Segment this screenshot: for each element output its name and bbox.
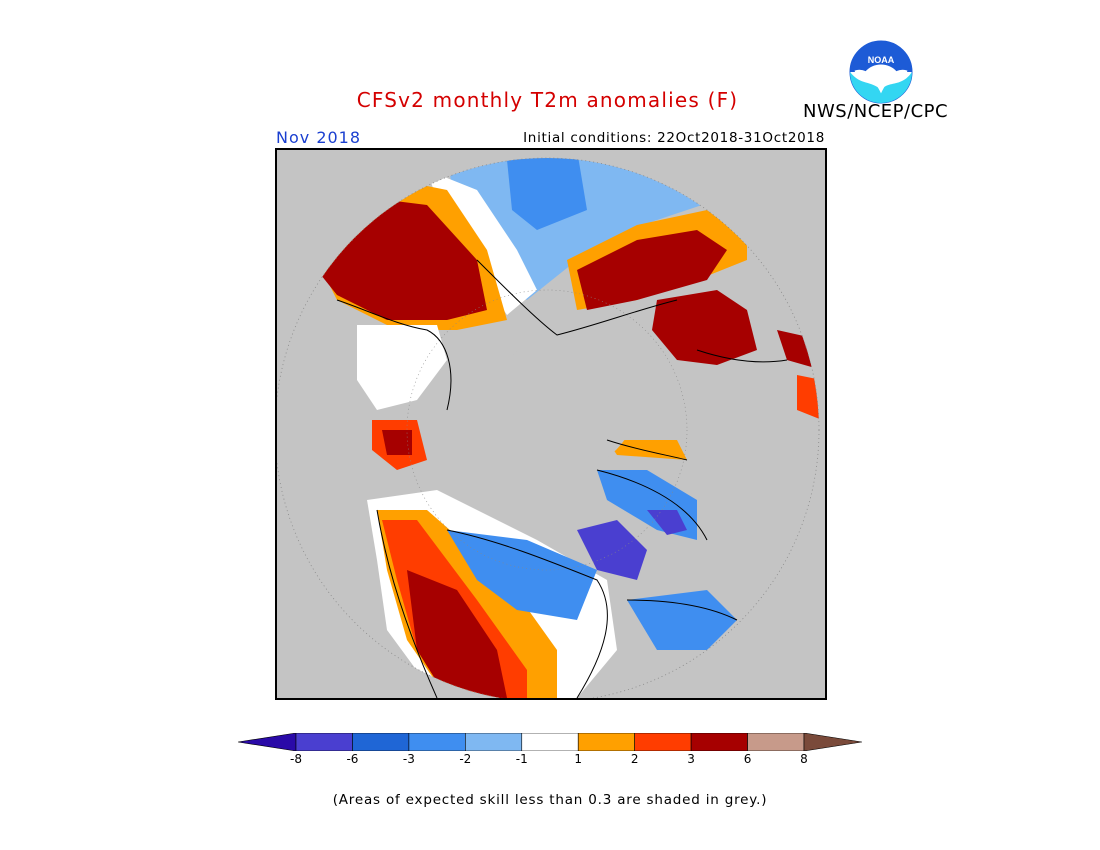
legend-bin-low-cap (238, 733, 297, 751)
legend-tick-label: 1 (574, 752, 583, 766)
legend-tick-label: -6 (346, 752, 359, 766)
legend-bin (577, 733, 635, 751)
agency-label: NWS/NCEP/CPC (803, 101, 949, 122)
arctic-ocean (497, 330, 637, 470)
anomaly-region (507, 158, 587, 230)
legend-bin (465, 733, 523, 751)
coastlines (336, 259, 788, 698)
anomaly-region (382, 430, 412, 455)
polar-map (277, 157, 820, 698)
anomaly-region (577, 230, 727, 310)
forecast-month: Nov 2018 (276, 128, 362, 147)
anomaly-region (652, 290, 757, 365)
anomaly-region (357, 325, 447, 410)
legend-bin (408, 733, 466, 751)
noaa-logo-text: NOAA (868, 55, 895, 65)
initial-conditions: Initial conditions: 22Oct2018-31Oct2018 (523, 130, 825, 146)
anomaly-region (577, 520, 647, 580)
anomaly-region (797, 375, 819, 420)
skill-note: (Areas of expected skill less than 0.3 a… (332, 792, 768, 808)
anomaly-region (407, 570, 507, 698)
legend-tick-label: 8 (800, 752, 808, 766)
legend-bin (352, 733, 410, 751)
noaa-logo-icon: NOAA (849, 40, 913, 104)
legend-tick-label: 2 (630, 752, 639, 766)
map-panel (275, 148, 827, 700)
legend-tick-label: 3 (687, 752, 695, 766)
legend-tick-label: -1 (515, 752, 528, 766)
anomaly-region (627, 590, 737, 650)
legend-colorbar (238, 733, 862, 751)
anomaly-region (647, 510, 687, 535)
legend-bin (634, 733, 692, 751)
legend-tick-label: 6 (743, 752, 752, 766)
legend-bin (690, 733, 748, 751)
latitude-circle (406, 289, 688, 571)
anomaly-region (777, 330, 819, 370)
legend-bin (521, 733, 579, 751)
legend-bin-high-cap (803, 733, 862, 751)
legend-tick-label: -8 (290, 752, 302, 766)
hemisphere-boundary (277, 157, 820, 698)
legend-bin (747, 733, 805, 751)
legend-bin (295, 733, 353, 751)
legend-tick-label: -2 (459, 752, 472, 766)
anomaly-region (447, 530, 597, 620)
legend-tick-label: -3 (402, 752, 415, 766)
map-title: CFSv2 monthly T2m anomalies (F) (356, 88, 739, 112)
